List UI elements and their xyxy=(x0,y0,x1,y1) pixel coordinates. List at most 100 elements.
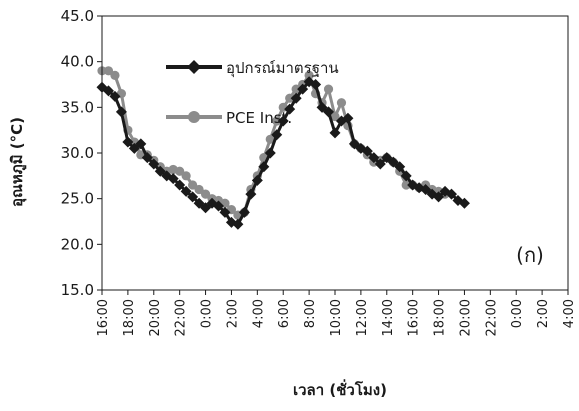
data-point xyxy=(342,112,354,124)
data-point xyxy=(348,138,360,150)
data-point xyxy=(187,191,199,203)
data-point xyxy=(194,184,204,195)
data-point xyxy=(193,197,205,209)
data-point xyxy=(290,92,302,104)
x-tick-label: 14:00 xyxy=(381,299,396,336)
legend-marker xyxy=(187,60,201,74)
y-tick-label: 20.0 xyxy=(61,235,94,253)
data-point xyxy=(188,180,198,190)
data-point xyxy=(361,145,373,157)
x-axis-title: เวลา (ชั่วโมง) xyxy=(293,379,387,399)
y-tick-label: 45.0 xyxy=(61,7,94,25)
data-point xyxy=(433,191,445,203)
data-point xyxy=(103,66,114,76)
data-point xyxy=(401,180,411,190)
legend-marker xyxy=(188,111,200,123)
x-tick-label: 4:00 xyxy=(251,299,266,328)
y-tick-label: 30.0 xyxy=(61,144,94,162)
data-point xyxy=(174,179,186,191)
data-point xyxy=(400,170,412,182)
data-point xyxy=(102,85,114,97)
data-point xyxy=(368,152,380,164)
x-tick-label: 16:00 xyxy=(96,299,111,336)
y-axis-title: อุณหภูมิ (°C) xyxy=(8,117,27,207)
data-point xyxy=(277,115,289,127)
legend-item: PCE Inst. xyxy=(166,109,292,127)
data-point xyxy=(154,165,166,177)
data-point xyxy=(219,206,231,218)
x-tick-label: 22:00 xyxy=(484,299,499,336)
data-point xyxy=(310,79,322,90)
legend-label: อุปกรณ์มาตรฐาน xyxy=(226,59,339,78)
data-point xyxy=(110,70,120,80)
axes: 15.0 20.0 25.0 30.0 35.0 40.0 45.0 16:00 18:00 20… xyxy=(61,7,577,336)
y-tick-label: 15.0 xyxy=(61,281,94,299)
plot-area xyxy=(96,66,470,230)
data-point xyxy=(323,84,334,94)
data-point xyxy=(374,158,386,170)
data-point xyxy=(387,156,399,168)
data-point xyxy=(141,152,153,164)
data-point xyxy=(238,206,250,218)
x-tick-label: 8:00 xyxy=(303,299,318,328)
data-point xyxy=(135,138,147,150)
data-point xyxy=(122,136,134,148)
data-point xyxy=(175,166,185,176)
data-point xyxy=(265,134,275,144)
y-tick-label: 25.0 xyxy=(61,190,94,208)
x-tick-label: 6:00 xyxy=(277,299,292,328)
x-tick-label: 10:00 xyxy=(329,299,344,336)
data-point xyxy=(330,111,340,122)
data-point xyxy=(323,106,335,118)
data-point xyxy=(272,116,282,126)
legend: อุปกรณ์มาตรฐาน PCE Inst. xyxy=(166,59,339,127)
data-point xyxy=(336,98,347,108)
data-point xyxy=(394,161,406,173)
data-point xyxy=(180,185,192,197)
x-tick-label: 0:00 xyxy=(510,299,525,328)
data-point xyxy=(329,127,341,139)
data-point xyxy=(420,184,432,196)
x-tick-label: 2:00 xyxy=(225,299,240,328)
x-tick-label: 18:00 xyxy=(122,299,137,336)
x-tick-label: 22:00 xyxy=(174,299,189,336)
data-point xyxy=(304,70,314,80)
data-point xyxy=(232,218,244,230)
legend-item: อุปกรณ์มาตรฐาน xyxy=(166,59,339,78)
data-point xyxy=(284,103,296,115)
panel-label: (ก) xyxy=(516,243,544,267)
data-point xyxy=(271,129,283,141)
data-point xyxy=(381,152,393,164)
x-tick-label: 12:00 xyxy=(355,299,370,336)
y-tick-label: 40.0 xyxy=(61,53,94,71)
x-tick-label: 0:00 xyxy=(200,299,215,328)
data-point xyxy=(181,171,191,181)
data-point xyxy=(200,189,211,199)
x-tick-label: 2:00 xyxy=(536,299,551,328)
data-point xyxy=(316,101,328,113)
x-tick-label: 20:00 xyxy=(458,299,473,336)
data-point xyxy=(115,106,127,118)
x-tick-label: 16:00 xyxy=(407,299,422,336)
data-point xyxy=(291,84,301,94)
data-point xyxy=(258,161,270,173)
x-tick-label: 20:00 xyxy=(148,299,163,336)
data-point xyxy=(245,188,257,200)
data-point xyxy=(200,202,212,214)
data-point xyxy=(148,158,160,170)
data-point xyxy=(213,200,224,212)
data-point xyxy=(109,90,121,102)
data-point xyxy=(167,173,179,185)
data-point xyxy=(446,188,457,200)
legend-label: PCE Inst. xyxy=(226,109,292,127)
data-point xyxy=(297,83,309,95)
data-point xyxy=(285,93,295,103)
series-standard xyxy=(96,76,470,230)
y-tick-label: 35.0 xyxy=(61,98,94,116)
data-point xyxy=(264,147,276,159)
data-point xyxy=(251,174,263,186)
data-point xyxy=(128,142,140,154)
x-tick-label: 18:00 xyxy=(433,299,448,336)
